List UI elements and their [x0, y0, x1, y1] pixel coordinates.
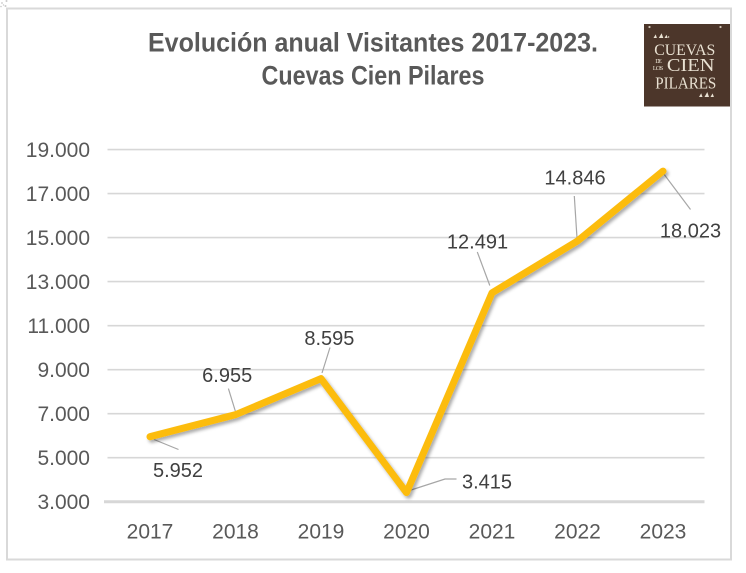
svg-text:17.000: 17.000 — [26, 183, 90, 206]
svg-text:LOS: LOS — [653, 65, 664, 72]
svg-text:9.000: 9.000 — [37, 359, 90, 382]
svg-text:12.491: 12.491 — [447, 231, 508, 253]
svg-text:Cuevas Cien Pilares: Cuevas Cien Pilares — [262, 61, 485, 91]
svg-text:Evolución anual Visitantes 201: Evolución anual Visitantes 2017-2023. — [148, 28, 598, 58]
svg-text:7.000: 7.000 — [37, 403, 90, 426]
svg-text:6.955: 6.955 — [202, 365, 252, 387]
svg-text:2022: 2022 — [554, 521, 601, 544]
svg-text:5.952: 5.952 — [153, 460, 203, 482]
svg-text:2021: 2021 — [469, 521, 516, 544]
svg-text:2017: 2017 — [127, 521, 174, 544]
svg-text:3.000: 3.000 — [37, 491, 90, 514]
svg-text:DE: DE — [655, 58, 662, 65]
svg-text:2018: 2018 — [212, 521, 259, 544]
svg-text:8.595: 8.595 — [304, 328, 354, 350]
svg-text:PILARES: PILARES — [655, 73, 716, 92]
svg-text:15.000: 15.000 — [26, 227, 90, 250]
svg-text:2019: 2019 — [298, 521, 345, 544]
svg-text:13.000: 13.000 — [26, 271, 90, 294]
svg-text:CUEVAS: CUEVAS — [654, 42, 715, 59]
svg-text:2020: 2020 — [383, 521, 430, 544]
svg-text:14.846: 14.846 — [544, 167, 605, 189]
svg-text:11.000: 11.000 — [27, 315, 90, 338]
svg-text:3.415: 3.415 — [462, 471, 512, 493]
svg-text:19.000: 19.000 — [26, 139, 90, 162]
svg-text:2023: 2023 — [640, 521, 687, 544]
svg-text:CIEN: CIEN — [667, 55, 715, 75]
svg-text:18.023: 18.023 — [660, 220, 721, 242]
svg-text:5.000: 5.000 — [37, 447, 90, 470]
